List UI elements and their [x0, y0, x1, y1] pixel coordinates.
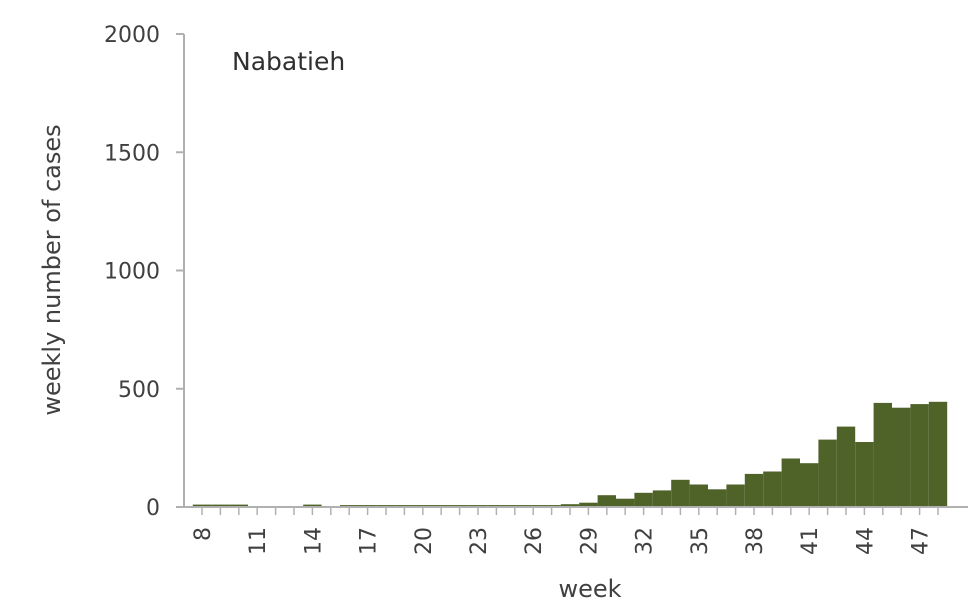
bar-week-43	[836, 426, 856, 507]
x-axis-title: week	[558, 575, 621, 603]
x-tick-label: 35	[688, 527, 713, 555]
bar-week-33	[652, 490, 672, 507]
y-tick-label: 500	[118, 378, 160, 403]
bar-week-30	[597, 495, 616, 507]
bar-week-44	[855, 442, 874, 507]
y-axis-title: weekly number of cases	[38, 124, 66, 415]
bar-week-10	[229, 504, 248, 507]
bar-week-42	[818, 439, 837, 507]
bar-week-14	[303, 504, 322, 507]
bar-week-45	[873, 402, 892, 507]
bar-week-31	[616, 498, 635, 507]
bar-week-38	[744, 473, 764, 507]
x-tick-label: 47	[909, 527, 934, 555]
x-tick-label: 29	[577, 527, 602, 555]
bar-week-47	[910, 404, 929, 507]
bar-week-9	[211, 504, 230, 507]
y-tick-label: 0	[146, 496, 160, 521]
x-tick-label: 44	[853, 527, 878, 555]
bar-week-35	[689, 484, 708, 507]
y-tick-label: 1000	[104, 260, 160, 285]
x-tick-label: 26	[522, 527, 547, 555]
x-tick-label: 8	[191, 527, 216, 541]
x-tick-label: 20	[412, 527, 437, 555]
bar-week-41	[800, 463, 819, 507]
x-tick-label: 38	[743, 527, 768, 555]
bar-week-29	[579, 502, 598, 507]
bar-week-8	[192, 504, 212, 507]
x-tick-label: 11	[246, 527, 271, 555]
x-tick-label: 32	[633, 527, 658, 555]
bar-week-36	[708, 489, 727, 507]
bar-week-34	[671, 479, 690, 507]
bars-group	[192, 401, 948, 507]
y-ticks-group: 0 500 1000 1500 2000	[104, 23, 184, 521]
bar-week-39	[763, 471, 782, 507]
bar-week-28	[560, 504, 580, 507]
x-tick-label: 17	[357, 527, 382, 555]
x-tick-label: 23	[467, 527, 492, 555]
bar-week-40	[781, 458, 800, 507]
bar-week-37	[726, 484, 745, 507]
bar-week-32	[634, 492, 653, 507]
x-tick-label: 41	[798, 527, 823, 555]
bar-week-48	[928, 401, 948, 507]
x-tick-label: 14	[301, 527, 326, 555]
y-tick-label: 2000	[104, 23, 160, 48]
bar-week-46	[892, 407, 911, 507]
y-tick-label: 1500	[104, 141, 160, 166]
chart-title: Nabatieh	[232, 47, 345, 76]
x-ticks-group: 8 11 14 17 20 23 26 29 32 35 38 41 44 47	[191, 507, 939, 555]
